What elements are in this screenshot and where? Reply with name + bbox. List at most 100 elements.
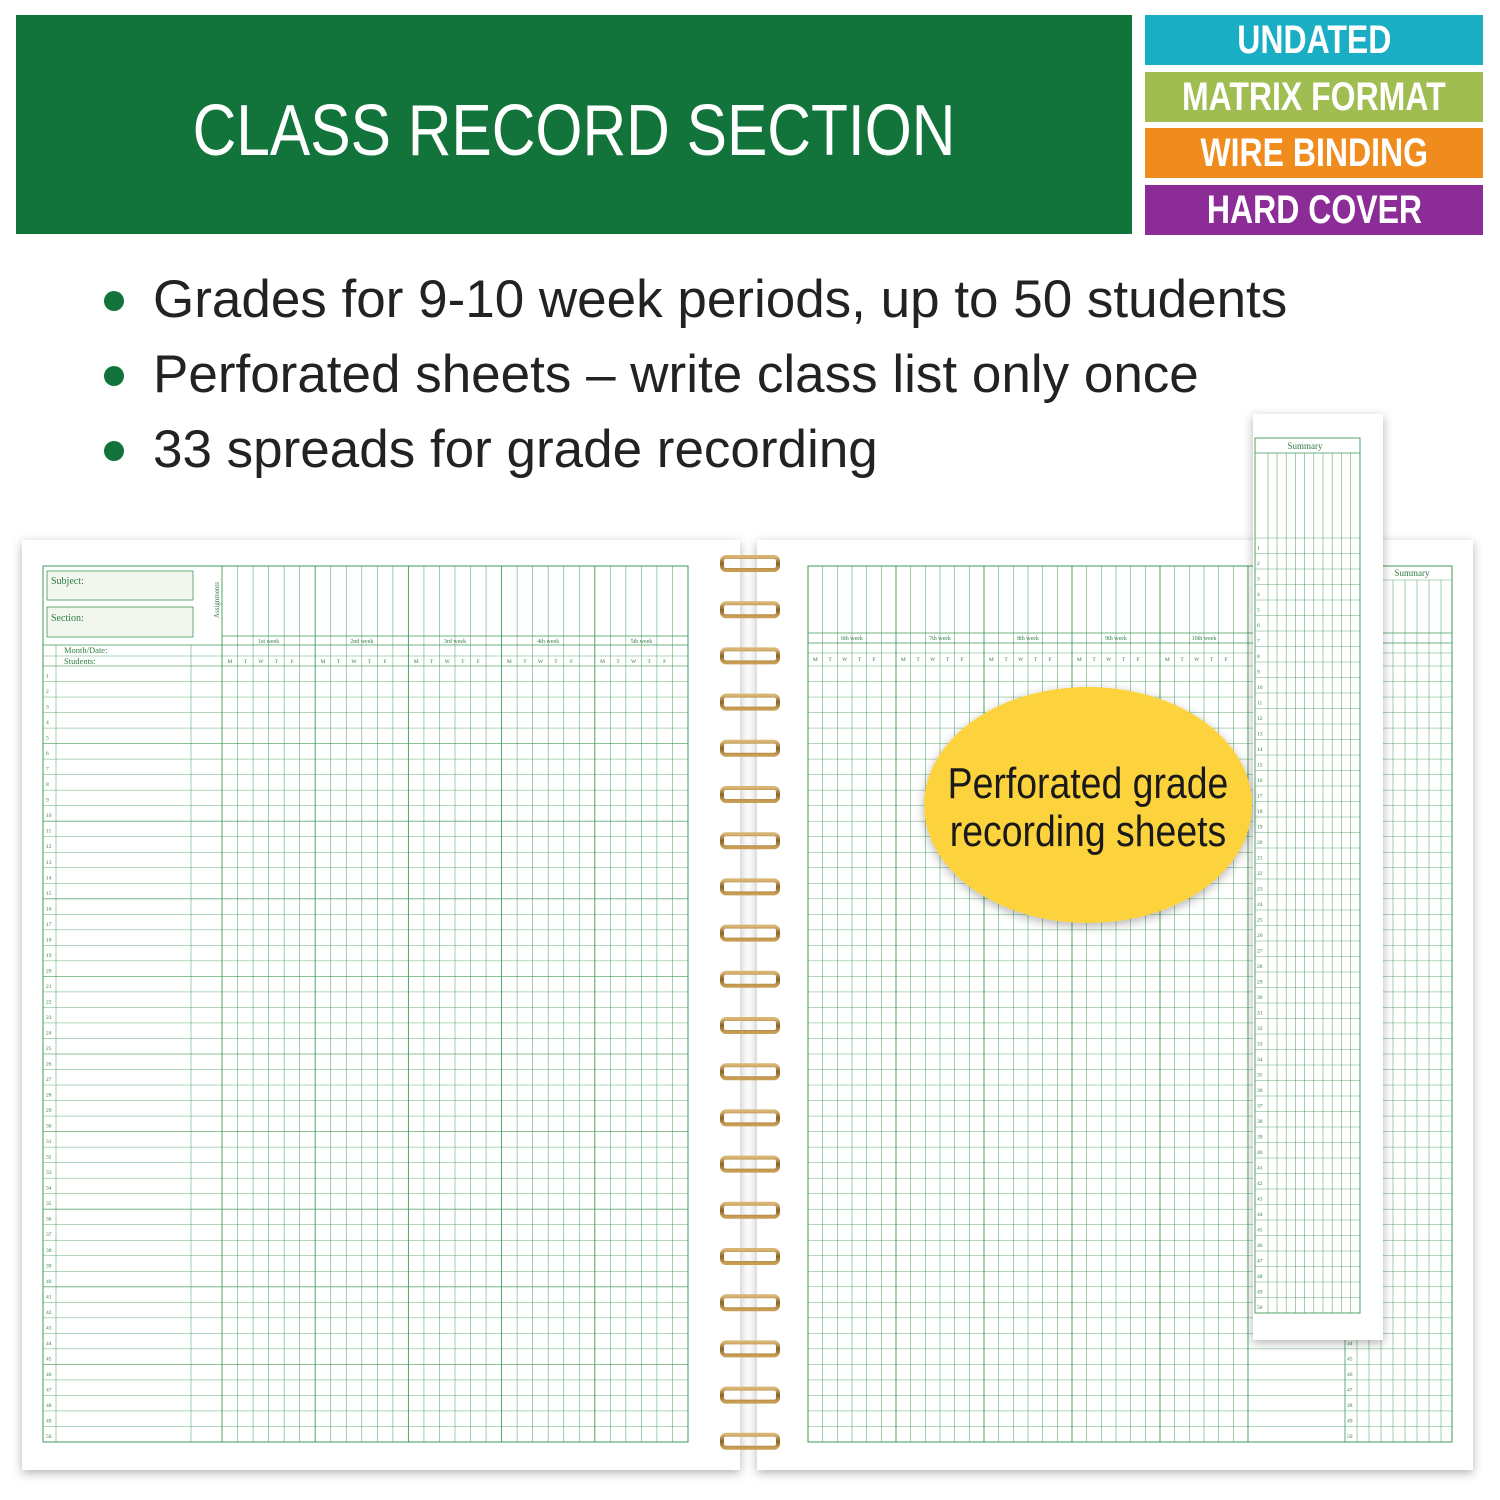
student-number: 24: [46, 1030, 52, 1036]
week-label: 7th week: [929, 636, 951, 642]
week-label: 8th week: [1017, 636, 1039, 642]
student-number: 13: [46, 860, 52, 866]
day-letter: M: [901, 657, 906, 663]
strip-student-number: 27: [1257, 949, 1263, 955]
day-letter: T: [1180, 657, 1184, 663]
day-letter: W: [1018, 657, 1024, 663]
student-number: 47: [1347, 1387, 1353, 1393]
feature-item: Grades for 9-10 week periods, up to 50 s…: [100, 262, 1287, 337]
wire-ring: [720, 1248, 780, 1265]
student-number: 41: [46, 1294, 52, 1300]
day-letter: F: [663, 659, 666, 665]
strip-student-number: 33: [1257, 1042, 1263, 1048]
student-number: 38: [46, 1248, 52, 1254]
student-number: 17: [46, 922, 52, 928]
week-label: 3rd week: [444, 639, 466, 645]
week-label: 10th week: [1192, 636, 1217, 642]
month-date-label: Month/Date:: [64, 645, 107, 655]
strip-student-number: 34: [1257, 1057, 1263, 1063]
week-label: 6th week: [841, 636, 863, 642]
day-letter: T: [461, 659, 465, 665]
badge-label: HARD COVER: [1206, 188, 1422, 232]
student-number: 29: [46, 1108, 52, 1114]
student-number: 28: [46, 1093, 52, 1099]
student-number: 9: [46, 798, 49, 804]
day-letter: F: [1136, 657, 1139, 663]
strip-student-number: 5: [1257, 608, 1260, 614]
day-letter: T: [430, 659, 434, 665]
strip-student-number: 12: [1257, 716, 1263, 722]
student-number: 6: [46, 751, 49, 757]
strip-student-number: 14: [1257, 747, 1263, 753]
bullet-icon: [104, 441, 124, 461]
day-letter: M: [1077, 657, 1082, 663]
day-letter: T: [647, 659, 651, 665]
strip-student-number: 43: [1257, 1197, 1263, 1203]
student-number: 32: [46, 1155, 52, 1161]
student-number: 43: [46, 1325, 52, 1331]
strip-student-number: 13: [1257, 732, 1263, 738]
strip-student-number: 42: [1257, 1181, 1263, 1187]
callout-line-1: Perforated grade: [948, 758, 1229, 808]
day-letter: F: [384, 659, 387, 665]
wire-ring: [720, 970, 780, 988]
feature-item: 33 spreads for grade recording: [100, 412, 1287, 487]
student-number: 44: [1347, 1341, 1353, 1347]
subject-field: [46, 570, 194, 601]
strip-student-number: 41: [1257, 1166, 1263, 1172]
assignments-label: Assignments: [213, 582, 221, 618]
strip-student-number: 4: [1257, 592, 1260, 598]
strip-student-number: 36: [1257, 1088, 1263, 1094]
day-letter: W: [842, 657, 848, 663]
day-letter: T: [858, 657, 862, 663]
callout-bubble: [924, 687, 1252, 923]
badge-hard-cover: HARD COVER: [1145, 185, 1483, 235]
wire-ring: [720, 555, 780, 572]
strip-student-number: 3: [1257, 577, 1260, 583]
strip-summary-label: Summary: [1288, 441, 1323, 451]
strip-student-number: 1: [1257, 546, 1260, 552]
bullet-icon: [104, 366, 124, 386]
day-letter: F: [290, 659, 293, 665]
student-number: 18: [46, 937, 52, 943]
student-number: 16: [46, 906, 52, 912]
day-letter: T: [1092, 657, 1096, 663]
strip-student-number: 45: [1257, 1228, 1263, 1234]
student-number: 45: [1347, 1356, 1353, 1362]
strip-student-number: 7: [1257, 639, 1260, 645]
students-label: Students:: [64, 656, 96, 666]
day-letter: M: [1165, 657, 1170, 663]
student-number: 48: [46, 1403, 52, 1409]
strip-student-number: 16: [1257, 778, 1263, 784]
student-number: 44: [46, 1341, 52, 1347]
day-letter: T: [368, 659, 372, 665]
badge-matrix-format: MATRIX FORMAT: [1145, 72, 1483, 122]
student-number: 40: [46, 1279, 52, 1285]
student-number: 26: [46, 1062, 52, 1068]
strip-student-number: 15: [1257, 763, 1263, 769]
student-number: 21: [46, 984, 52, 990]
day-letter: F: [477, 659, 480, 665]
day-letter: T: [1210, 657, 1214, 663]
section-label: Section:: [51, 613, 84, 624]
callout-line-2: recording sheets: [950, 806, 1226, 856]
wire-binding: [720, 555, 780, 1450]
strip-student-number: 6: [1257, 623, 1260, 629]
strip-student-number: 32: [1257, 1026, 1263, 1032]
strip-student-number: 20: [1257, 840, 1263, 846]
wire-ring: [720, 1201, 780, 1219]
wire-ring: [720, 647, 780, 665]
wire-ring: [720, 1017, 780, 1034]
wire-ring: [720, 1063, 780, 1081]
day-letter: F: [960, 657, 963, 663]
strip-student-number: 44: [1257, 1212, 1263, 1218]
day-letter: M: [321, 659, 326, 665]
student-number: 11: [46, 829, 52, 835]
student-number: 22: [46, 999, 52, 1005]
strip-student-number: 31: [1257, 1011, 1263, 1017]
student-number: 42: [46, 1310, 52, 1316]
strip-student-number: 28: [1257, 964, 1263, 970]
strip-student-number: 35: [1257, 1073, 1263, 1079]
student-number: 3: [46, 705, 49, 711]
